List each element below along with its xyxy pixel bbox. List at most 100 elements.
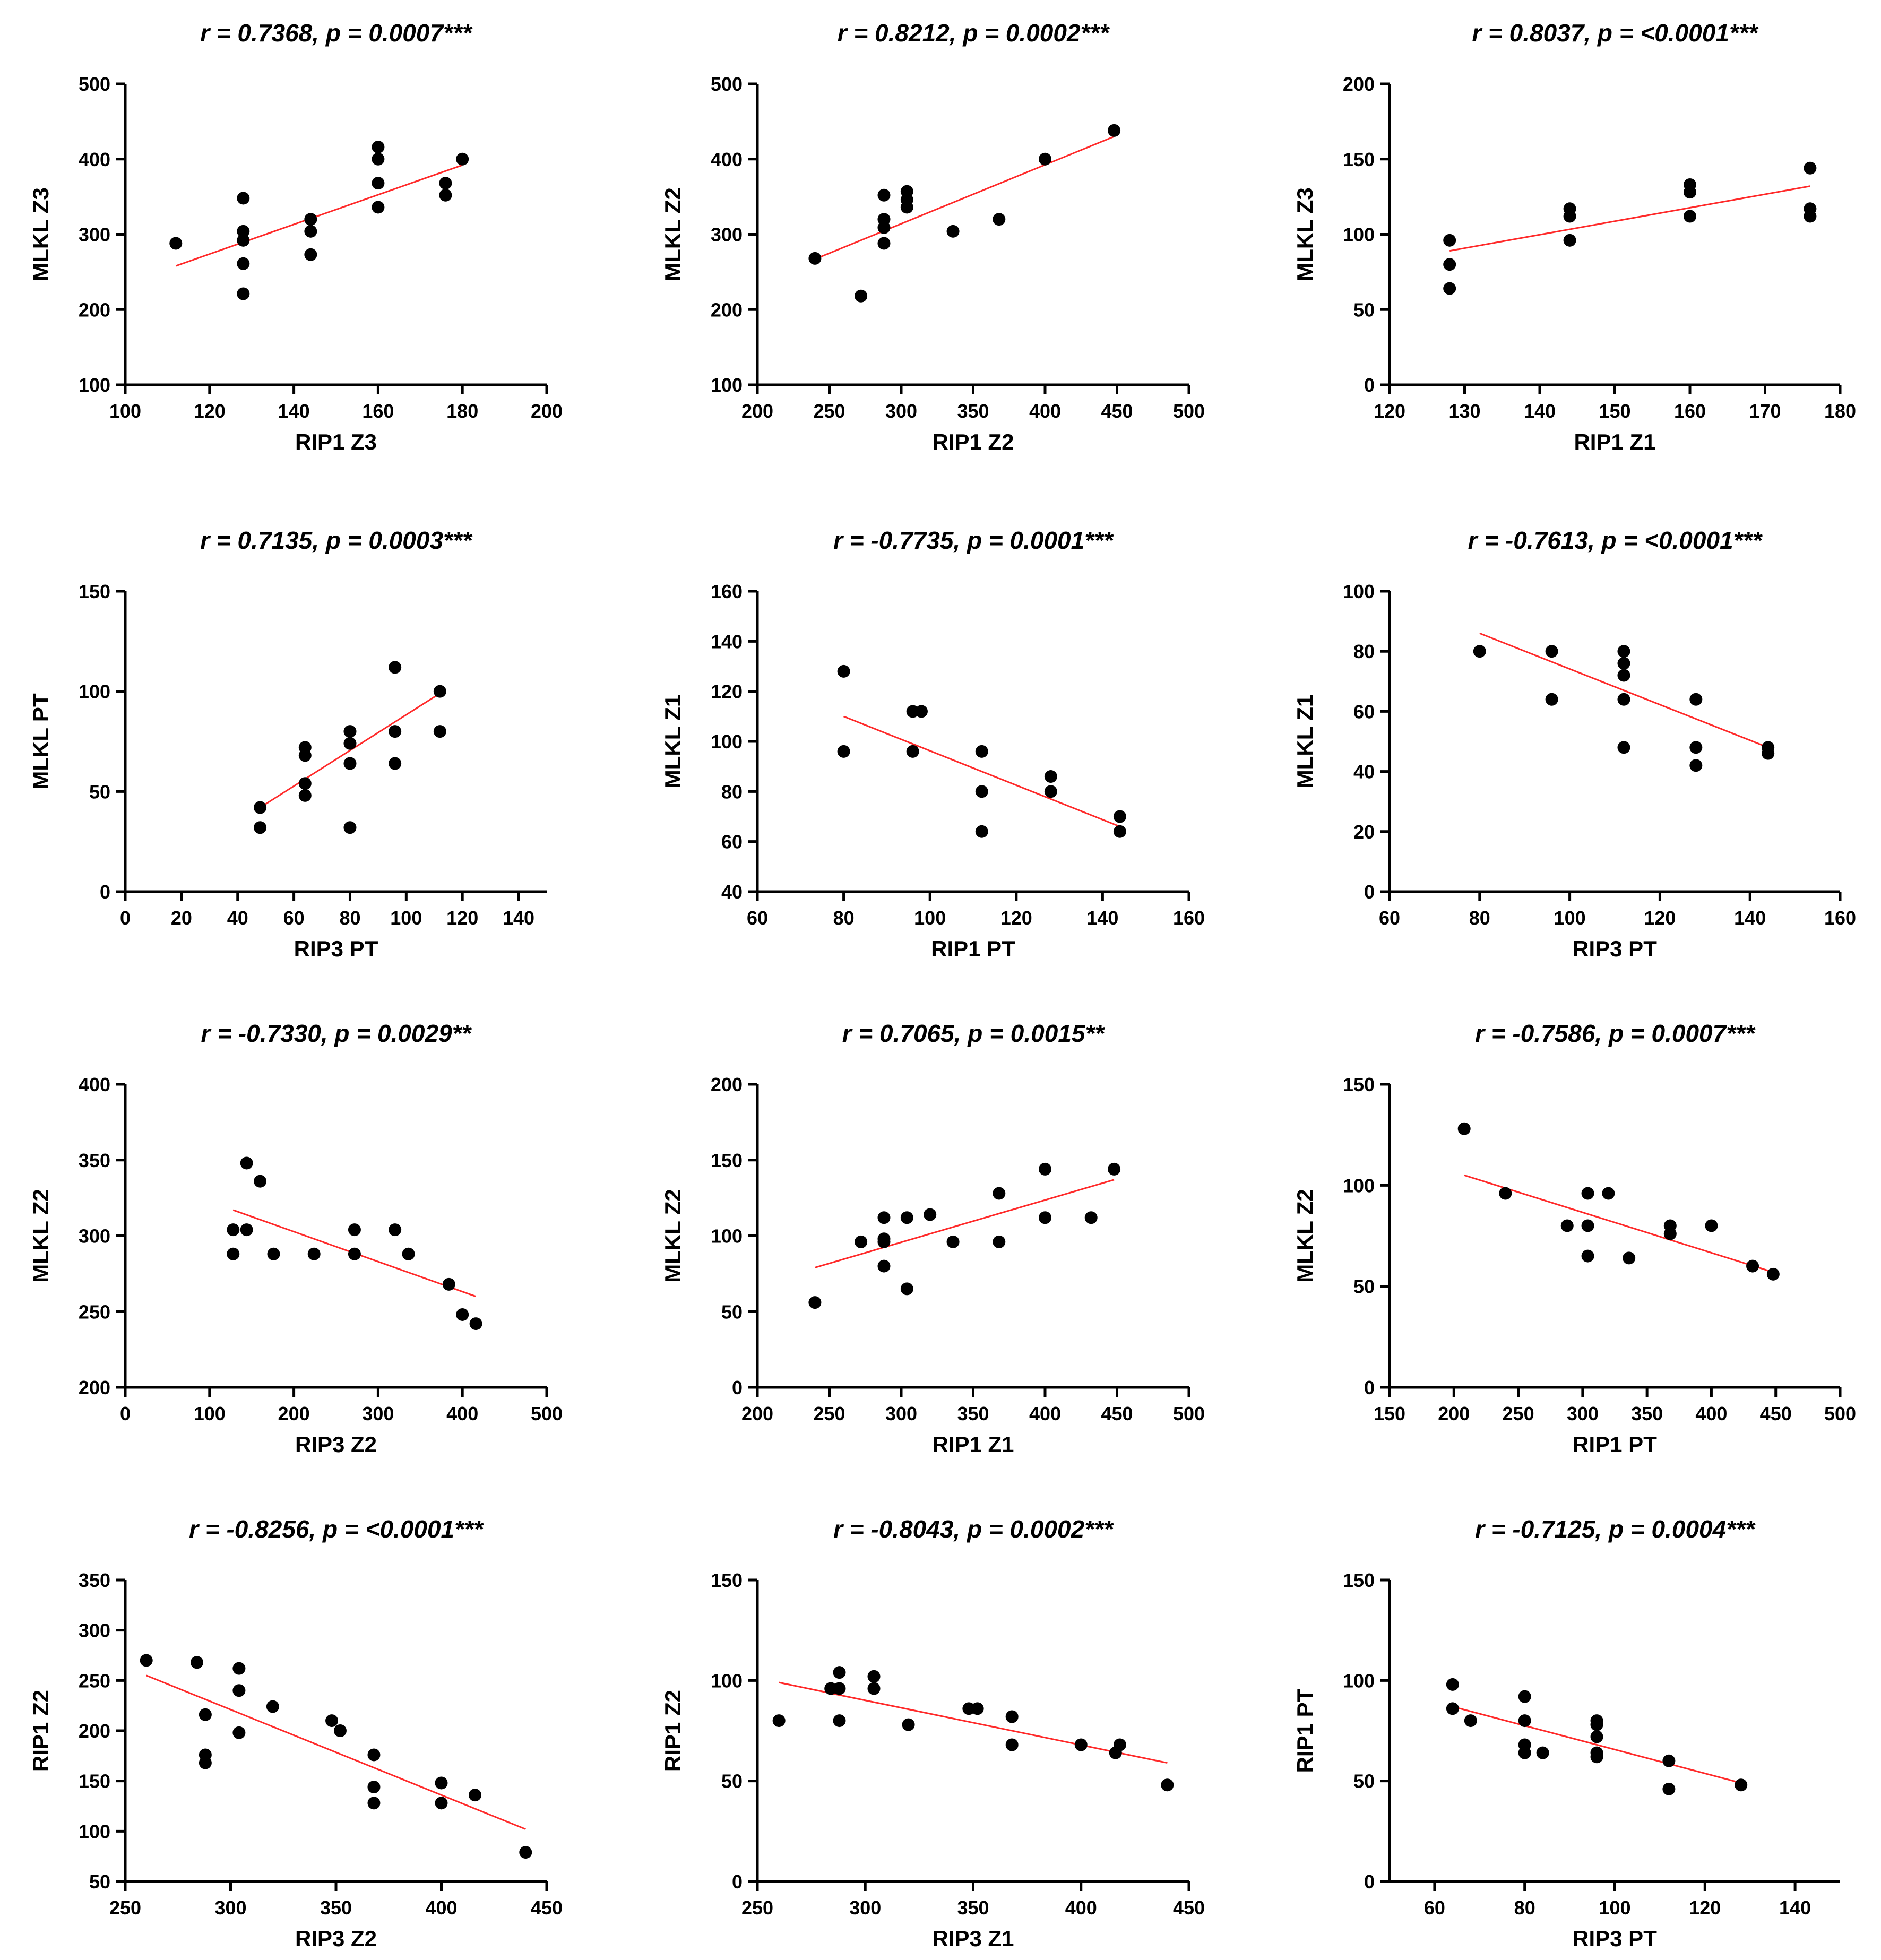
x-tick-label: 150 (1599, 400, 1630, 422)
x-tick-label: 200 (1438, 1403, 1470, 1424)
data-point (389, 661, 402, 674)
data-point (906, 745, 919, 758)
data-point (237, 192, 250, 205)
data-point (808, 1296, 822, 1309)
x-tick-label: 40 (227, 907, 248, 929)
y-tick-label: 0 (1364, 1871, 1375, 1893)
data-point (519, 1846, 532, 1859)
x-tick-label: 0 (120, 907, 131, 929)
data-point (266, 1700, 279, 1713)
y-tick-label: 200 (79, 299, 110, 321)
data-point (1108, 124, 1121, 137)
y-tick-label: 300 (79, 224, 110, 246)
data-point (140, 1654, 153, 1667)
y-axis-label: MLKL Z2 (1292, 1189, 1317, 1283)
data-point (877, 188, 891, 202)
y-tick-label: 50 (721, 1771, 743, 1792)
chart-11: r = -0.8043, p = 0.0002*** 250 300 350 400 45… (660, 1515, 1205, 1951)
chart-title: r = -0.8256, p = <0.0001*** (189, 1515, 484, 1543)
x-tick-label: 200 (741, 400, 773, 422)
x-tick-label: 160 (362, 400, 394, 422)
data-point (1804, 210, 1817, 223)
data-point (348, 1223, 361, 1237)
data-point (1689, 759, 1703, 772)
y-tick-label: 0 (732, 1377, 743, 1398)
x-tick-label: 80 (339, 907, 360, 929)
data-point (435, 1776, 448, 1790)
y-tick-label: 40 (721, 881, 743, 903)
data-point (1617, 657, 1630, 670)
regression-line (843, 715, 1120, 827)
data-point (837, 664, 850, 678)
data-point (837, 745, 850, 758)
data-point (833, 1682, 846, 1695)
y-tick-label: 100 (1343, 1670, 1375, 1691)
regression-line (146, 1674, 526, 1830)
data-point (298, 789, 312, 802)
data-point (367, 1781, 381, 1794)
y-tick-label: 50 (1353, 1771, 1375, 1792)
data-point (1705, 1219, 1718, 1232)
data-point (232, 1662, 246, 1675)
regression-line (779, 1681, 1168, 1764)
y-axis-label: MLKL Z1 (1292, 695, 1317, 789)
data-point (1590, 1750, 1603, 1764)
x-tick-label: 500 (531, 1403, 563, 1424)
data-point (298, 777, 312, 790)
data-point (1536, 1746, 1549, 1759)
x-tick-label: 120 (1374, 400, 1405, 422)
chart-9: r = -0.7586, p = 0.0007*** 150 200 250 300 35… (1292, 1020, 1856, 1457)
x-tick-label: 60 (1379, 907, 1400, 929)
chart-title: r = -0.7586, p = 0.0007*** (1475, 1020, 1756, 1047)
y-axis-label: MLKL Z2 (660, 1189, 685, 1283)
y-axis-label: MLKL Z1 (660, 695, 685, 789)
data-point (993, 1187, 1006, 1200)
chart-3: r = 0.8037, p = <0.0001*** 120 130 140 150 16… (1292, 19, 1856, 454)
x-tick-label: 450 (1101, 1403, 1133, 1424)
data-point (232, 1684, 246, 1697)
regression-line (814, 1179, 1115, 1268)
y-tick-label: 100 (711, 1225, 743, 1247)
y-tick-label: 200 (711, 1074, 743, 1095)
regression-line (1464, 1174, 1774, 1273)
data-point (433, 725, 446, 738)
regression-line (1452, 1706, 1741, 1784)
x-tick-label: 20 (171, 907, 192, 929)
regression-line (814, 135, 1115, 260)
chart-10: r = -0.8256, p = <0.0001*** 250 300 350 400 4… (28, 1515, 563, 1951)
data-point (1617, 669, 1630, 682)
data-point (199, 1756, 212, 1769)
data-point (1689, 693, 1703, 706)
y-tick-label: 140 (711, 631, 743, 652)
data-point (232, 1726, 246, 1739)
y-tick-label: 300 (79, 1620, 110, 1642)
y-tick-label: 80 (1353, 641, 1375, 662)
data-point (372, 201, 385, 214)
chart-1: r = 0.7368, p = 0.0007*** 100 120 140 160 180… (28, 19, 563, 454)
x-axis-label: RIP1 Z3 (295, 429, 377, 454)
y-tick-label: 250 (79, 1670, 110, 1691)
x-tick-label: 60 (747, 907, 768, 929)
data-point (254, 1175, 267, 1188)
y-tick-label: 120 (711, 681, 743, 703)
data-point (833, 1714, 846, 1728)
chart-title: r = 0.8037, p = <0.0001*** (1472, 19, 1758, 47)
data-point (808, 252, 822, 265)
data-point (456, 1308, 469, 1321)
data-point (307, 1247, 321, 1260)
x-tick-label: 120 (1689, 1897, 1721, 1919)
data-point (1499, 1187, 1512, 1200)
y-tick-label: 200 (79, 1377, 110, 1398)
data-point (439, 188, 452, 202)
data-point (298, 749, 312, 762)
data-point (1560, 1219, 1574, 1232)
x-tick-label: 350 (957, 1897, 989, 1919)
data-point (1005, 1738, 1019, 1751)
data-point (367, 1748, 381, 1762)
data-point (1044, 785, 1057, 798)
x-tick-label: 180 (446, 400, 478, 422)
y-tick-label: 50 (721, 1301, 743, 1323)
x-tick-label: 130 (1448, 400, 1480, 422)
data-point (333, 1724, 347, 1737)
chart-8: r = 0.7065, p = 0.0015** 200 250 300 350 400 4… (660, 1020, 1205, 1457)
